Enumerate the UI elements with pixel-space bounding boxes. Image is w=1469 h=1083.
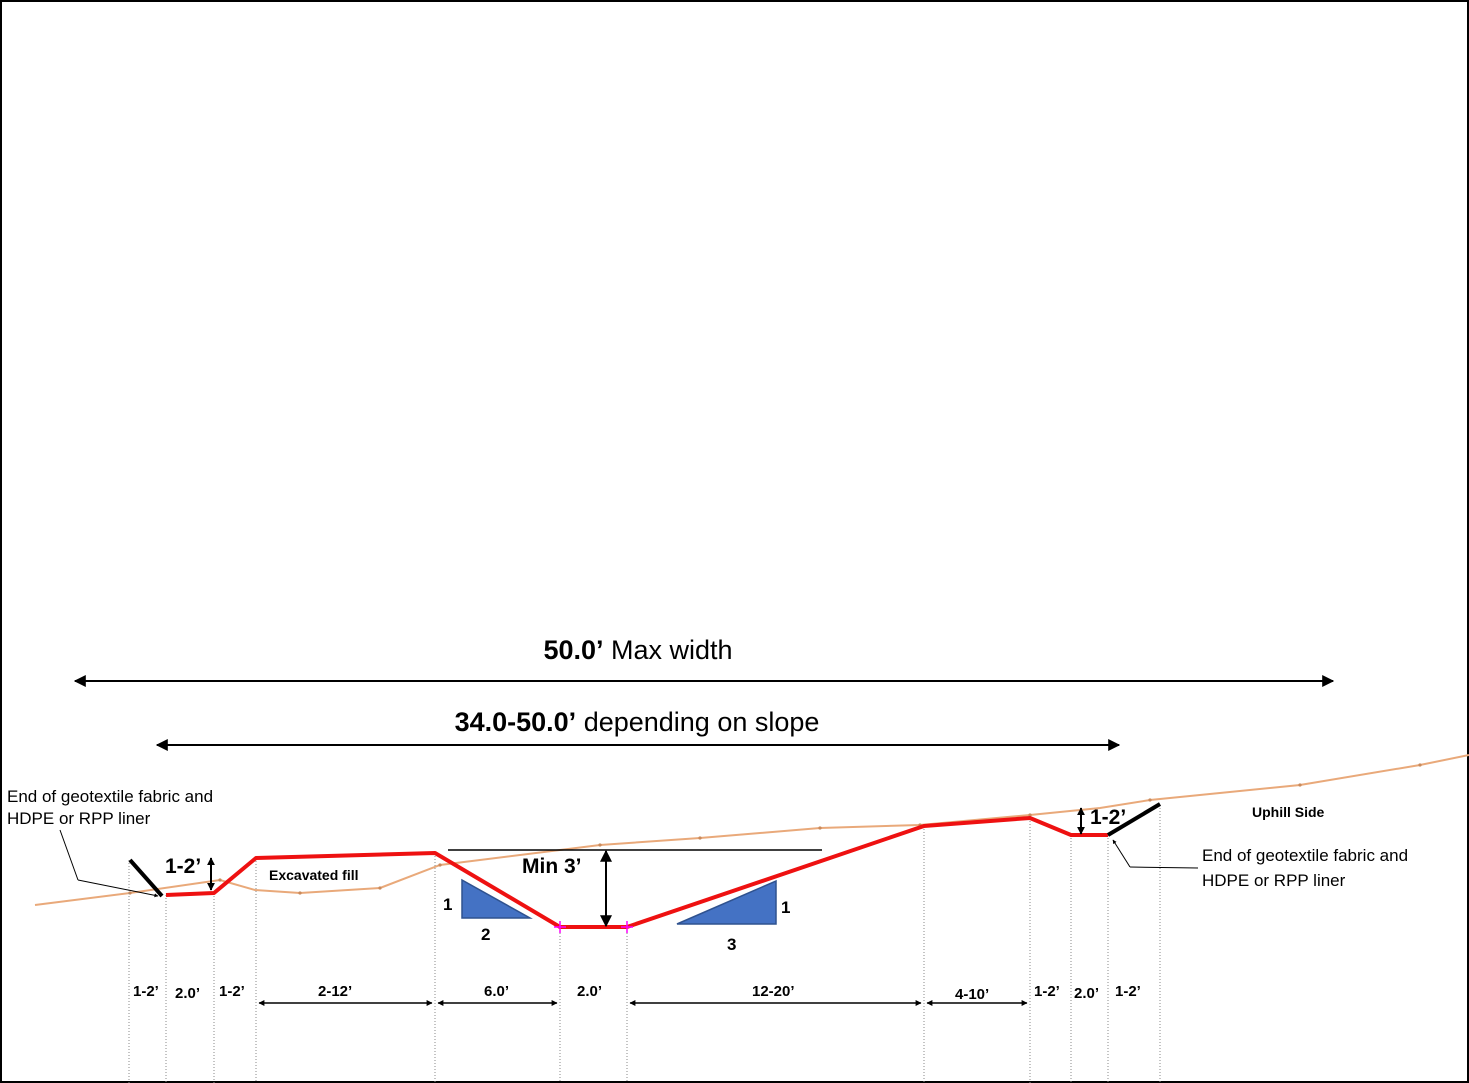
- liner-end-left: [128, 858, 164, 898]
- slope-left-run: 2: [481, 925, 490, 944]
- slope-right-rise: 1: [781, 898, 790, 917]
- bottom-dimension-labels: 1-2’ 2.0’ 1-2’ 2-12’ 6.0’ 2.0’ 12-20’ 4-…: [133, 983, 1141, 1003]
- berm-height-right: 1-2’: [1090, 806, 1126, 829]
- liner-note-right-line1: End of geotextile fabric and: [1202, 846, 1408, 865]
- dim-label: 2.0’: [1074, 985, 1099, 1002]
- design-profile: [165, 816, 1108, 929]
- liner-note-right-line2: HDPE or RPP liner: [1202, 871, 1346, 890]
- liner-note-right-leader: [1129, 866, 1199, 869]
- liner-note-right-leader-2: [1112, 839, 1131, 868]
- liner-note-left-line2: HDPE or RPP liner: [7, 809, 151, 828]
- max-width-label: 50.0’ Max width: [543, 635, 732, 665]
- dim-label: 1-2’: [133, 983, 159, 1000]
- dim-label: 1-2’: [1115, 983, 1141, 1000]
- liner-note-right: End of geotextile fabric and HDPE or RPP…: [1202, 846, 1413, 890]
- liner-note-left-leader-2: [77, 879, 159, 898]
- range-width-text: depending on slope: [584, 707, 820, 737]
- ground-survey-points: [128, 763, 1422, 895]
- slope-triangle-right: [676, 879, 777, 925]
- min-depth-label: Min 3’: [522, 855, 582, 878]
- liner-note-left-line1: End of geotextile fabric and: [7, 787, 213, 806]
- dim-label: 2-12’: [318, 983, 352, 1000]
- max-width-value: 50.0’: [543, 635, 603, 665]
- liner-note-left-leader: [59, 829, 79, 881]
- liner-end-right: [1106, 802, 1162, 837]
- extension-lines: [128, 808, 1161, 1083]
- dim-label: 1-2’: [1034, 983, 1060, 1000]
- slope-left-rise: 1: [443, 895, 452, 914]
- dim-label: 4-10’: [955, 986, 989, 1003]
- dim-label: 2.0’: [577, 983, 602, 1000]
- range-width-label: 34.0-50.0’ depending on slope: [455, 707, 820, 737]
- max-width-text: Max width: [611, 635, 733, 665]
- berm-height-left: 1-2’: [165, 855, 201, 878]
- dim-label: 6.0’: [484, 983, 509, 1000]
- liner-note-left: End of geotextile fabric and HDPE or RPP…: [7, 787, 218, 828]
- dim-label: 1-2’: [219, 983, 245, 1000]
- uphill-side-label: Uphill Side: [1252, 804, 1325, 820]
- dim-label: 12-20’: [752, 983, 795, 1000]
- excavated-fill-label: Excavated fill: [269, 867, 359, 883]
- slope-right-run: 3: [727, 935, 736, 954]
- range-width-value: 34.0-50.0’: [455, 707, 577, 737]
- channel-bottom-markers: [554, 921, 633, 933]
- slope-triangle-left: [461, 878, 533, 919]
- dim-label: 2.0’: [175, 985, 200, 1002]
